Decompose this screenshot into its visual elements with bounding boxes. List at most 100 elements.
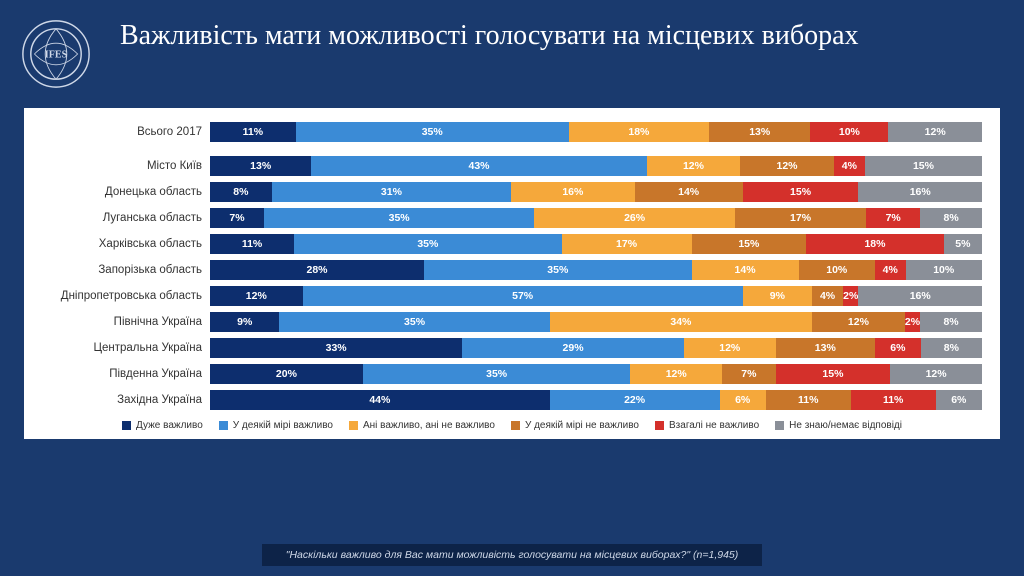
bar-segment: 31% <box>272 182 511 202</box>
ifes-logo: IFES <box>20 18 92 90</box>
stacked-bar: 12%57%9%4%2%16% <box>210 286 982 306</box>
row-label: Північна Україна <box>42 316 210 328</box>
bar-segment: 12% <box>888 122 982 142</box>
bar-segment: 4% <box>834 156 865 176</box>
row-label: Центральна Україна <box>42 342 210 354</box>
bar-segment: 35% <box>264 208 534 228</box>
svg-text:IFES: IFES <box>45 50 68 61</box>
bar-segment: 35% <box>363 364 631 384</box>
row-label: Всього 2017 <box>42 126 210 138</box>
row-label: Запорізька область <box>42 264 210 276</box>
row-label: Харківська область <box>42 238 210 250</box>
chart-row: Дніпропетровська область12%57%9%4%2%16% <box>42 286 982 306</box>
bar-segment: 22% <box>550 390 720 410</box>
bar-segment: 12% <box>890 364 982 384</box>
bar-segment: 8% <box>920 312 982 332</box>
bar-segment: 11% <box>210 234 294 254</box>
row-label: Західна Україна <box>42 394 210 406</box>
bar-segment: 6% <box>875 338 921 358</box>
bar-segment: 8% <box>920 208 982 228</box>
stacked-bar: 7%35%26%17%7%8% <box>210 208 982 228</box>
bar-segment: 18% <box>569 122 709 142</box>
bar-segment: 12% <box>210 286 303 306</box>
stacked-bar: 44%22%6%11%11%6% <box>210 390 982 410</box>
bar-segment: 15% <box>776 364 891 384</box>
bar-segment: 35% <box>296 122 569 142</box>
chart-row: Південна Україна20%35%12%7%15%12% <box>42 364 982 384</box>
chart-row: Луганська область7%35%26%17%7%8% <box>42 208 982 228</box>
bar-segment: 16% <box>511 182 635 202</box>
chart-row: Місто Київ13%43%12%12%4%15% <box>42 156 982 176</box>
bar-segment: 15% <box>865 156 982 176</box>
bar-segment: 12% <box>812 312 905 332</box>
bar-segment: 11% <box>766 390 851 410</box>
bar-segment: 14% <box>692 260 799 280</box>
bar-segment: 13% <box>210 156 311 176</box>
row-label: Південна Україна <box>42 368 210 380</box>
stacked-bar: 28%35%14%10%4%10% <box>210 260 982 280</box>
legend-label: Взагалі не важливо <box>669 420 759 431</box>
bar-segment: 6% <box>720 390 766 410</box>
bar-segment: 44% <box>210 390 550 410</box>
legend-label: Не знаю/немає відповіді <box>789 420 902 431</box>
legend-swatch <box>219 421 228 430</box>
bar-segment: 34% <box>550 312 812 332</box>
chart-row: Північна Україна9%35%34%12%2%8% <box>42 312 982 332</box>
chart-row: Донецька область8%31%16%14%15%16% <box>42 182 982 202</box>
legend-item: Дуже важливо <box>122 420 203 431</box>
bar-segment: 18% <box>806 234 944 254</box>
bar-segment: 10% <box>799 260 875 280</box>
bar-segment: 13% <box>776 338 875 358</box>
chart-row: Всього 201711%35%18%13%10%12% <box>42 122 982 142</box>
legend-item: У деякій мірі не важливо <box>511 420 639 431</box>
row-label: Луганська область <box>42 212 210 224</box>
legend-label: У деякій мірі важливо <box>233 420 333 431</box>
legend-item: У деякій мірі важливо <box>219 420 333 431</box>
bar-segment: 12% <box>684 338 776 358</box>
legend-swatch <box>511 421 520 430</box>
bar-segment: 15% <box>692 234 807 254</box>
legend: Дуже важливо У деякій мірі важливо Ані важ… <box>42 420 982 431</box>
bar-segment: 17% <box>735 208 866 228</box>
bar-segment: 14% <box>635 182 743 202</box>
legend-item: Ані важливо, ані не важливо <box>349 420 495 431</box>
bar-segment: 7% <box>866 208 920 228</box>
bar-segment: 8% <box>210 182 272 202</box>
bar-segment: 11% <box>210 122 296 142</box>
bar-segment: 7% <box>210 208 264 228</box>
bar-segment: 16% <box>858 286 982 306</box>
bar-segment: 8% <box>921 338 982 358</box>
legend-item: Взагалі не важливо <box>655 420 759 431</box>
bar-segment: 4% <box>812 286 843 306</box>
bar-segment: 26% <box>534 208 735 228</box>
bar-segment: 28% <box>210 260 424 280</box>
bar-segment: 10% <box>906 260 982 280</box>
bar-segment: 15% <box>743 182 859 202</box>
bar-segment: 43% <box>311 156 646 176</box>
footer-note: "Наскільки важливо для Вас мати можливіс… <box>262 544 763 566</box>
legend-swatch <box>122 421 131 430</box>
bar-segment: 17% <box>562 234 692 254</box>
bar-segment: 9% <box>210 312 279 332</box>
bar-segment: 4% <box>875 260 906 280</box>
legend-label: Дуже важливо <box>136 420 203 431</box>
bar-segment: 12% <box>740 156 834 176</box>
legend-label: У деякій мірі не важливо <box>525 420 639 431</box>
legend-swatch <box>349 421 358 430</box>
stacked-bar: 11%35%17%15%18%5% <box>210 234 982 254</box>
bar-segment: 20% <box>210 364 363 384</box>
bar-segment: 11% <box>851 390 936 410</box>
bar-segment: 12% <box>647 156 741 176</box>
chart-row: Центральна Україна33%29%12%13%6%8% <box>42 338 982 358</box>
chart-panel: Всього 201711%35%18%13%10%12%Місто Київ1… <box>24 108 1000 439</box>
legend-item: Не знаю/немає відповіді <box>775 420 902 431</box>
bar-segment: 2% <box>843 286 858 306</box>
bar-segment: 12% <box>630 364 722 384</box>
bar-segment: 29% <box>462 338 684 358</box>
legend-swatch <box>775 421 784 430</box>
bar-segment: 5% <box>944 234 982 254</box>
legend-label: Ані важливо, ані не важливо <box>363 420 495 431</box>
bar-segment: 35% <box>279 312 549 332</box>
stacked-bar: 8%31%16%14%15%16% <box>210 182 982 202</box>
chart-row: Західна Україна44%22%6%11%11%6% <box>42 390 982 410</box>
